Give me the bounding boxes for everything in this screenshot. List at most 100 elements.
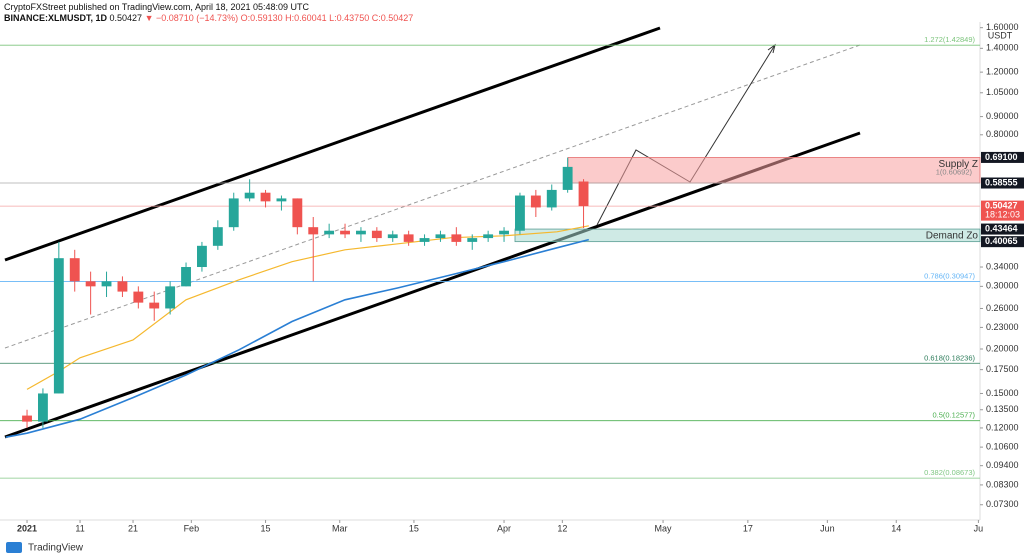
- y-tick-label: 1.40000: [986, 43, 1019, 53]
- x-tick-label: 12: [557, 523, 567, 533]
- brand-logo: [6, 542, 22, 553]
- y-tick-label: 0.17500: [986, 364, 1019, 374]
- candle-body: [562, 166, 573, 190]
- candle-body: [165, 286, 176, 309]
- candle-body: [133, 291, 144, 303]
- moving-average: [26, 225, 589, 390]
- x-tick-label: 2021: [17, 523, 37, 533]
- price-label-box: [981, 200, 1024, 221]
- candle-body: [387, 234, 398, 239]
- candle-body: [371, 230, 382, 239]
- candle-body: [22, 415, 32, 422]
- candle-body: [340, 230, 350, 235]
- candle-body: [149, 302, 160, 309]
- y-tick-label: 0.80000: [986, 129, 1019, 139]
- zone-label: Demand Zo: [926, 231, 979, 242]
- y-tick-label: 0.20000: [986, 343, 1019, 353]
- candle-body: [85, 281, 96, 287]
- x-tick-label: 17: [743, 523, 753, 533]
- candle-body: [38, 393, 48, 422]
- candle-body: [356, 230, 366, 235]
- candle-body: [530, 195, 541, 208]
- zone: [567, 157, 981, 184]
- candle-body: [276, 198, 287, 202]
- y-tick-label: 0.07300: [986, 499, 1019, 509]
- channel-mid: [4, 44, 861, 349]
- fib-label: 0.382(0.08673): [924, 468, 975, 477]
- fib-label: 0.786(0.30947): [924, 272, 975, 281]
- candle-body: [197, 245, 207, 268]
- x-tick-label: 15: [409, 523, 419, 533]
- price-label: 0.69100: [985, 152, 1018, 162]
- x-tick-label: Feb: [184, 523, 200, 533]
- price-label-box: [981, 151, 1024, 163]
- change: ▼ −0.08710 (−14.73%): [144, 13, 239, 23]
- candle-body: [260, 192, 271, 202]
- price-label: 0.40065: [985, 236, 1018, 246]
- y-tick-label: 1.05000: [986, 87, 1019, 97]
- candle-body: [69, 258, 80, 282]
- ohlc: O:0.59130 H:0.60041 L:0.43750 C:0.50427: [240, 13, 414, 23]
- candle-body: [228, 198, 239, 228]
- countdown: 18:12:03: [985, 209, 1020, 219]
- price-label: 0.58555: [985, 177, 1018, 187]
- y-tick-label: 1.60000: [986, 22, 1019, 32]
- fib-label: 0.5(0.12577): [932, 411, 975, 420]
- candle-body: [53, 258, 64, 394]
- candle-body: [578, 181, 589, 207]
- x-tick-label: 11: [75, 523, 84, 533]
- price-label-box: [981, 223, 1024, 235]
- y-tick-label: 0.34000: [986, 261, 1019, 271]
- candle-body: [419, 238, 430, 242]
- symbol: BINANCE:XLMUSDT, 1D: [4, 13, 108, 23]
- candle-body: [515, 195, 525, 231]
- publisher: CryptoFXStreet published on TradingView.…: [4, 2, 310, 12]
- y-tick-label: 0.23000: [986, 322, 1019, 332]
- y-tick-label: 0.26000: [986, 303, 1019, 313]
- fib-label: 0.618(0.18236): [924, 353, 975, 362]
- zone: [514, 228, 981, 243]
- brand: TradingView: [28, 543, 84, 554]
- y-tick-label: 0.13500: [986, 404, 1019, 414]
- candle-body: [244, 192, 255, 199]
- x-tick-label: May: [655, 523, 673, 533]
- channel-upper: [4, 26, 661, 262]
- x-tick-label: 21: [128, 523, 138, 533]
- x-tick-label: Mar: [332, 523, 348, 533]
- fib-label: 1.272(1.42849): [924, 35, 975, 44]
- y-tick-label: 0.30000: [986, 281, 1019, 291]
- y-tick-label: 0.15000: [986, 388, 1019, 398]
- price-label: 0.43464: [985, 223, 1018, 233]
- y-tick-label: 1.20000: [986, 67, 1019, 77]
- candle-body: [467, 238, 478, 242]
- fib-label: 1(0.60692): [936, 167, 973, 176]
- candle-body: [403, 234, 414, 242]
- y-tick-label: 0.10600: [986, 441, 1019, 451]
- price-label-box: [981, 177, 1024, 189]
- candle-body: [546, 189, 557, 208]
- x-tick-label: Ju: [974, 523, 984, 533]
- candle-body: [181, 267, 191, 287]
- symbol-line: BINANCE:XLMUSDT, 1D 0.50427 ▼ −0.08710 (…: [4, 13, 413, 23]
- x-tick-label: 15: [261, 523, 271, 533]
- candle-body: [499, 230, 509, 235]
- candle-body: [292, 198, 303, 228]
- projection-arrowhead: [767, 43, 776, 54]
- candle-body: [435, 234, 446, 239]
- projection-path: [596, 44, 776, 226]
- last-price: 0.50427: [109, 13, 143, 23]
- channel-lower: [4, 131, 861, 439]
- currency: USDT: [988, 30, 1013, 40]
- y-tick-label: 0.08300: [986, 479, 1019, 489]
- moving-average: [5, 238, 589, 438]
- candle-body: [117, 281, 128, 292]
- candle-body: [451, 234, 462, 242]
- price-label: 0.50427: [985, 200, 1018, 210]
- candle-body: [212, 227, 223, 246]
- candle-body: [101, 281, 112, 287]
- x-tick-label: 14: [891, 523, 901, 533]
- candle-body: [483, 234, 494, 239]
- y-tick-label: 0.90000: [986, 111, 1019, 121]
